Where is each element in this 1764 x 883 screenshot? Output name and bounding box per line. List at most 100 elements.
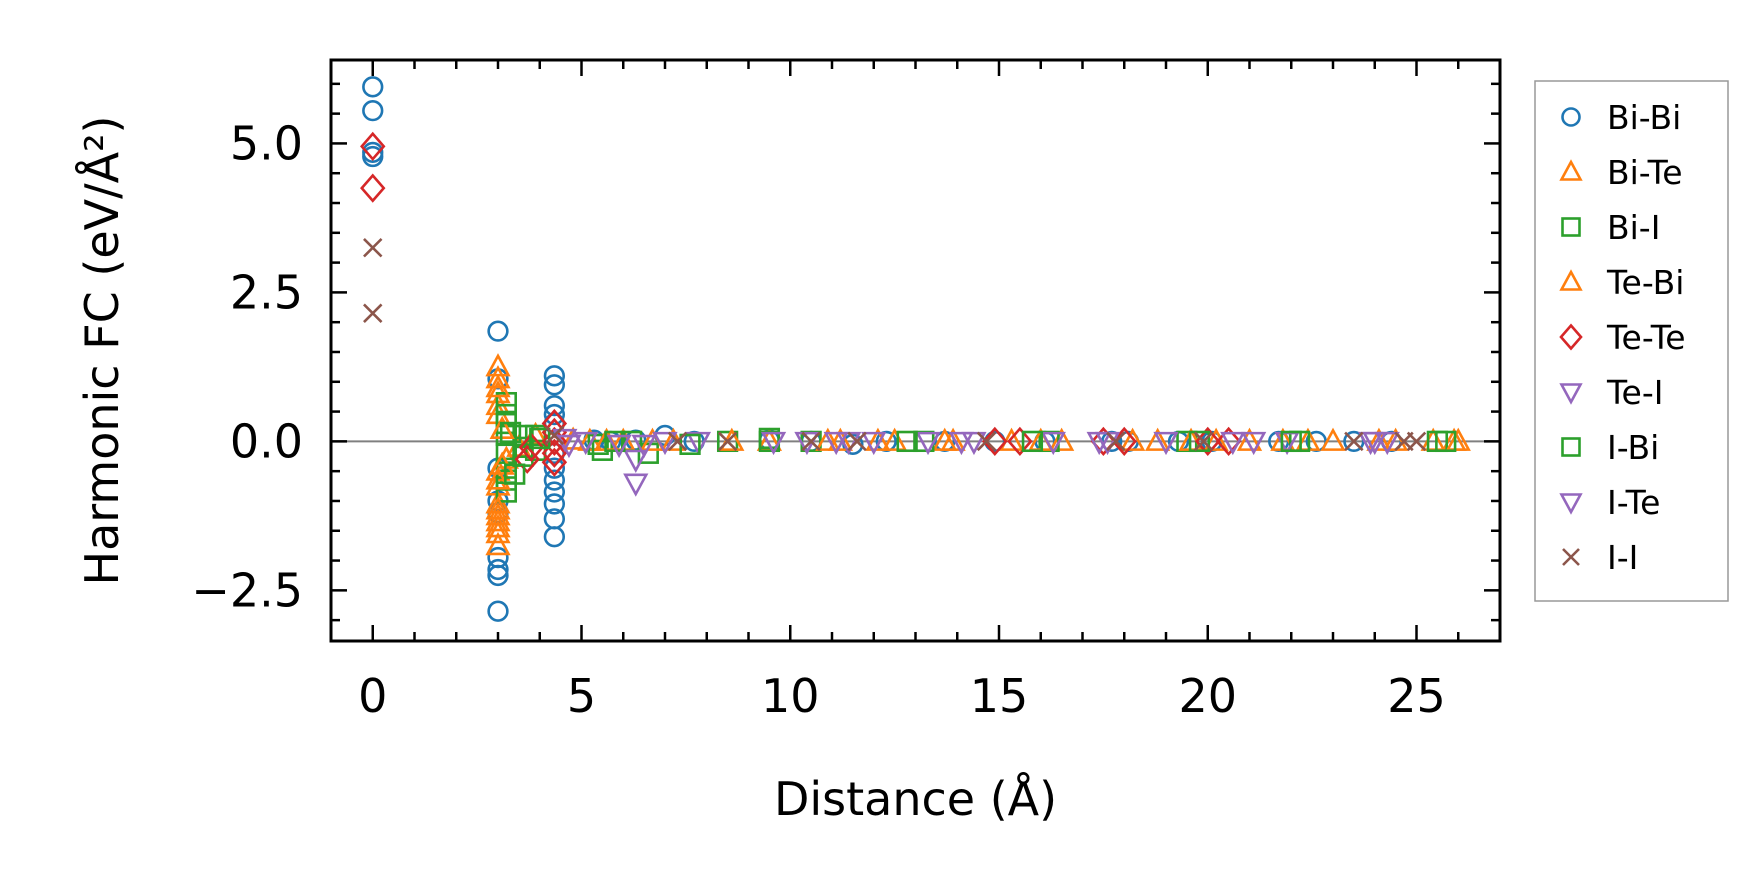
legend-item-te-te: Te-Te — [1559, 318, 1686, 357]
data-point — [362, 100, 384, 122]
legend-marker — [1559, 269, 1583, 291]
data-point — [1106, 431, 1126, 452]
data-point — [1220, 431, 1246, 456]
data-point — [1241, 431, 1267, 456]
series-i-i — [363, 237, 1427, 452]
legend-marker — [1559, 159, 1583, 181]
legend-item-i-bi: I-Bi — [1561, 428, 1659, 467]
legend-item-i-te: I-Te — [1559, 483, 1660, 522]
data-point — [543, 469, 566, 491]
series-bi-te — [485, 353, 1467, 556]
data-point — [529, 427, 551, 450]
data-point — [1086, 431, 1112, 456]
data-point — [861, 431, 887, 456]
data-point — [363, 237, 383, 258]
data-point — [815, 427, 841, 451]
data-point — [543, 493, 566, 515]
legend-item-te-bi: Te-Bi — [1559, 263, 1684, 302]
x-tick-label: 20 — [1178, 669, 1237, 723]
data-point — [485, 508, 511, 532]
data-point — [1362, 431, 1388, 456]
legend-item-i-i: I-I — [1562, 538, 1638, 577]
data-point — [487, 558, 509, 581]
data-point — [1374, 431, 1400, 456]
data-point — [1366, 427, 1392, 451]
legend-marker — [1559, 493, 1583, 515]
data-point — [1445, 427, 1471, 451]
y-tick-label: −2.5 — [191, 563, 303, 617]
data-point — [1280, 430, 1302, 453]
data-point — [1153, 431, 1179, 456]
data-point — [1048, 427, 1075, 451]
data-point — [556, 434, 582, 459]
data-point — [360, 173, 386, 203]
legend-label: Te-Bi — [1606, 263, 1684, 302]
data-point — [652, 431, 678, 456]
data-point — [623, 473, 649, 497]
data-point — [1203, 427, 1229, 451]
data-point — [1193, 431, 1214, 452]
legend-item-te-i: Te-I — [1559, 373, 1664, 412]
data-point — [485, 496, 511, 520]
data-point — [915, 431, 941, 456]
data-point — [948, 431, 975, 456]
data-point — [543, 374, 566, 396]
data-point — [976, 431, 997, 452]
data-point — [543, 481, 566, 503]
data-point — [896, 430, 918, 453]
data-point — [823, 431, 849, 456]
data-point — [623, 449, 649, 473]
data-point — [485, 520, 511, 544]
data-point — [573, 431, 599, 456]
data-point — [485, 374, 511, 398]
x-tick-label: 15 — [970, 669, 1029, 723]
data-point — [1188, 430, 1211, 453]
data-point — [541, 438, 568, 468]
data-point — [1435, 430, 1457, 453]
data-point — [982, 426, 1008, 457]
legend-label: I-Bi — [1607, 428, 1659, 467]
data-point — [485, 466, 511, 490]
data-point — [865, 427, 891, 451]
data-point — [487, 564, 509, 587]
series-bi-bi — [362, 76, 1403, 622]
y-tick-label: 2.5 — [230, 265, 303, 319]
data-point — [637, 442, 659, 464]
x-tick-label: 10 — [761, 669, 820, 723]
legend-label: Te-Te — [1606, 318, 1686, 357]
data-point — [518, 432, 545, 462]
data-point — [631, 434, 657, 459]
series-i-te — [556, 431, 1388, 459]
legend-item-bi-bi: Bi-Bi — [1561, 98, 1681, 137]
data-point — [1215, 426, 1242, 457]
data-point — [881, 427, 908, 451]
x-tick-label: 5 — [567, 669, 596, 723]
series-te-bi — [485, 374, 1471, 520]
x-tick-label: 25 — [1387, 669, 1446, 723]
legend-label: I-I — [1607, 538, 1638, 577]
data-point — [485, 531, 511, 556]
data-point — [360, 131, 386, 162]
data-point — [487, 320, 509, 342]
data-point — [847, 431, 867, 452]
data-point — [1406, 431, 1427, 452]
data-point — [1119, 427, 1146, 451]
data-point — [504, 463, 526, 485]
data-point — [487, 600, 509, 622]
legend-marker — [1561, 437, 1581, 457]
plot-frame — [329, 58, 1502, 643]
y-tick-label: 5.0 — [230, 116, 303, 170]
x-axis-title: Distance (Å) — [774, 772, 1057, 826]
data-point — [499, 421, 522, 444]
data-point — [1344, 431, 1364, 452]
legend-label: Bi-Te — [1607, 153, 1683, 192]
data-point — [1040, 431, 1066, 456]
legend-label: I-Te — [1607, 483, 1660, 522]
y-tick-label: 0.0 — [230, 414, 303, 468]
data-point — [543, 457, 566, 479]
data-point — [543, 365, 566, 387]
data-point — [760, 431, 787, 456]
data-point — [1320, 427, 1346, 451]
series-i-bi — [499, 421, 1457, 485]
